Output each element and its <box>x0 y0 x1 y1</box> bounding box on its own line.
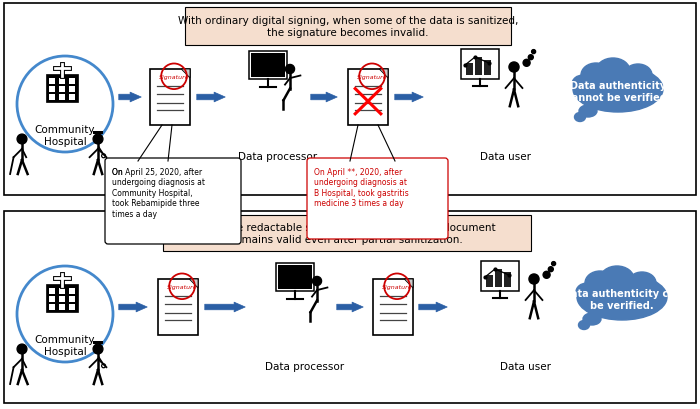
Text: Data authenticity
cannot be verified.: Data authenticity cannot be verified. <box>566 81 670 103</box>
FancyBboxPatch shape <box>49 304 55 310</box>
FancyBboxPatch shape <box>49 95 55 101</box>
Circle shape <box>531 50 536 54</box>
Circle shape <box>286 65 295 74</box>
FancyBboxPatch shape <box>93 132 103 135</box>
Text: With the redactable signature technology, the document
remains valid even after : With the redactable signature technology… <box>199 222 496 244</box>
Text: Data user: Data user <box>500 361 552 371</box>
Ellipse shape <box>573 67 663 113</box>
Ellipse shape <box>577 274 667 320</box>
Circle shape <box>509 63 519 73</box>
FancyBboxPatch shape <box>481 261 519 291</box>
FancyBboxPatch shape <box>59 288 65 294</box>
FancyBboxPatch shape <box>495 270 502 287</box>
FancyBboxPatch shape <box>59 296 65 302</box>
FancyBboxPatch shape <box>504 272 511 287</box>
Circle shape <box>17 344 27 354</box>
FancyBboxPatch shape <box>59 87 65 93</box>
Polygon shape <box>181 70 190 79</box>
Circle shape <box>312 277 321 286</box>
Ellipse shape <box>581 64 611 88</box>
FancyBboxPatch shape <box>69 296 75 302</box>
Text: Community
Hospital: Community Hospital <box>35 125 95 146</box>
Ellipse shape <box>628 272 656 294</box>
Text: Community
Hospital: Community Hospital <box>35 334 95 356</box>
FancyBboxPatch shape <box>484 61 491 76</box>
Circle shape <box>548 267 553 272</box>
FancyBboxPatch shape <box>59 79 65 85</box>
FancyBboxPatch shape <box>251 54 285 78</box>
FancyBboxPatch shape <box>69 95 75 101</box>
FancyBboxPatch shape <box>185 8 511 46</box>
FancyBboxPatch shape <box>69 304 75 310</box>
Ellipse shape <box>637 76 659 94</box>
Polygon shape <box>189 279 198 288</box>
FancyBboxPatch shape <box>59 304 65 310</box>
Text: With ordinary digital signing, when some of the data is sanitized,
the signature: With ordinary digital signing, when some… <box>178 16 518 38</box>
Circle shape <box>528 56 533 61</box>
FancyBboxPatch shape <box>69 288 75 294</box>
Text: Signature: Signature <box>382 284 412 289</box>
FancyBboxPatch shape <box>278 265 312 289</box>
FancyBboxPatch shape <box>475 58 482 76</box>
Text: Data authenticity can
be verified.: Data authenticity can be verified. <box>563 288 681 310</box>
FancyBboxPatch shape <box>49 296 55 302</box>
Ellipse shape <box>585 271 615 295</box>
Ellipse shape <box>579 106 597 118</box>
Ellipse shape <box>641 283 663 301</box>
FancyBboxPatch shape <box>93 342 103 344</box>
FancyBboxPatch shape <box>46 75 78 103</box>
Ellipse shape <box>572 76 594 94</box>
FancyBboxPatch shape <box>46 284 78 312</box>
FancyBboxPatch shape <box>466 64 473 76</box>
FancyBboxPatch shape <box>249 52 287 80</box>
Circle shape <box>93 135 103 144</box>
Ellipse shape <box>578 321 589 330</box>
Ellipse shape <box>583 313 601 325</box>
Ellipse shape <box>576 283 598 301</box>
Text: Signature: Signature <box>357 74 387 80</box>
FancyBboxPatch shape <box>307 159 448 239</box>
Circle shape <box>529 274 539 284</box>
FancyBboxPatch shape <box>4 4 696 196</box>
Text: On April **, 2020, after
undergoing diagnosis at
B Hospital, took gastritis
medi: On April **, 2020, after undergoing diag… <box>314 168 409 208</box>
Text: Signature: Signature <box>167 284 197 289</box>
FancyBboxPatch shape <box>158 279 198 335</box>
FancyBboxPatch shape <box>348 70 388 126</box>
Circle shape <box>552 262 556 266</box>
FancyBboxPatch shape <box>163 216 531 252</box>
FancyBboxPatch shape <box>150 70 190 126</box>
FancyBboxPatch shape <box>49 79 55 85</box>
FancyBboxPatch shape <box>69 87 75 93</box>
FancyBboxPatch shape <box>4 211 696 403</box>
Polygon shape <box>379 70 388 79</box>
Text: On: On <box>112 168 125 177</box>
Polygon shape <box>404 279 413 288</box>
FancyBboxPatch shape <box>105 159 241 245</box>
Ellipse shape <box>624 65 652 87</box>
Circle shape <box>523 60 530 67</box>
Text: Data processor: Data processor <box>265 361 344 371</box>
Text: Signature: Signature <box>159 74 189 80</box>
Circle shape <box>17 135 27 144</box>
Ellipse shape <box>575 113 585 122</box>
Ellipse shape <box>600 266 634 292</box>
FancyBboxPatch shape <box>461 50 499 80</box>
FancyBboxPatch shape <box>486 275 493 287</box>
Text: On April 25, 2020, after
undergoing diagnosis at
Community Hospital,
took Rebami: On April 25, 2020, after undergoing diag… <box>112 168 205 218</box>
FancyBboxPatch shape <box>49 87 55 93</box>
Text: Data user: Data user <box>480 152 531 162</box>
FancyBboxPatch shape <box>276 263 314 291</box>
Ellipse shape <box>596 59 630 85</box>
Circle shape <box>93 344 103 354</box>
FancyBboxPatch shape <box>49 288 55 294</box>
FancyBboxPatch shape <box>59 95 65 101</box>
Text: Data processor: Data processor <box>239 152 318 162</box>
FancyBboxPatch shape <box>373 279 413 335</box>
Circle shape <box>543 272 550 279</box>
FancyBboxPatch shape <box>69 79 75 85</box>
